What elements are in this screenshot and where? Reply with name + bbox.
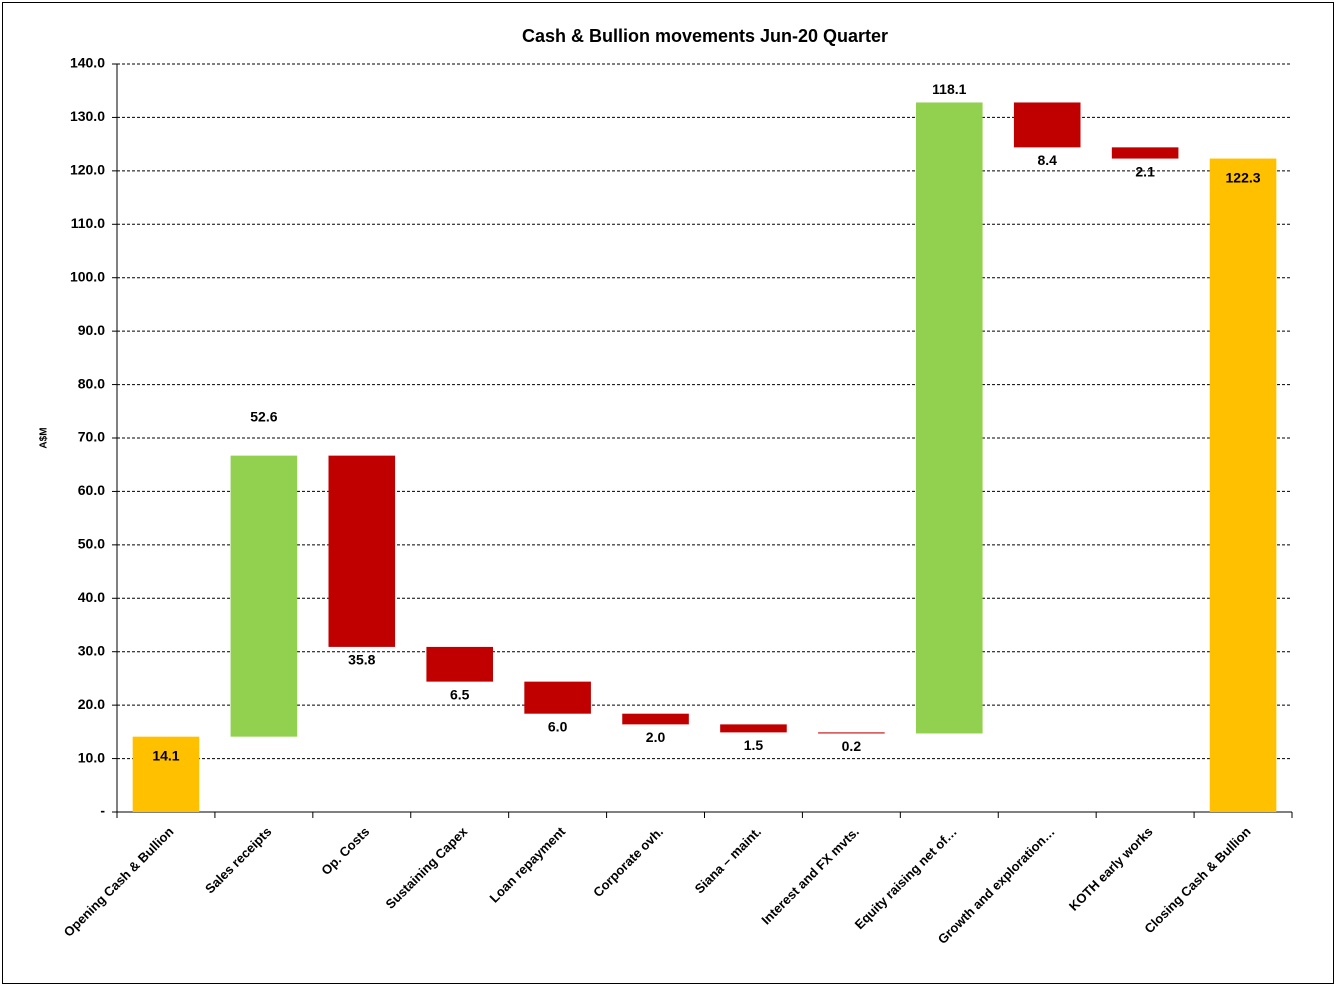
y-tick-label: 130.0 (70, 108, 105, 124)
value-label: 118.1 (932, 81, 966, 97)
bar (1013, 102, 1081, 148)
bar (132, 736, 200, 812)
y-tick-label: 100.0 (70, 268, 105, 284)
y-tick-label: 10.0 (78, 749, 105, 765)
value-label: 8.4 (1037, 152, 1057, 168)
y-axis-label: A$M (39, 427, 50, 448)
y-tick-label: 20.0 (78, 696, 105, 712)
y-tick-label: 110.0 (71, 215, 105, 231)
value-label: 122.3 (1226, 169, 1261, 185)
bar (720, 724, 787, 733)
bar (328, 455, 396, 647)
bar (426, 646, 493, 682)
y-tick-label: 40.0 (78, 589, 105, 605)
value-label: 1.5 (744, 737, 764, 753)
value-label: 0.2 (842, 738, 862, 754)
value-label: 2.1 (1135, 163, 1155, 179)
y-tick-label: 50.0 (78, 536, 105, 552)
value-label: 2.0 (646, 729, 666, 745)
value-label: 35.8 (348, 652, 375, 668)
bar (1111, 147, 1179, 159)
y-tick-label: 70.0 (78, 429, 105, 445)
bar (1209, 158, 1277, 812)
y-tick-label: 120.0 (70, 162, 105, 178)
y-tick-label: 140.0 (70, 55, 105, 71)
chart-title: Cash & Bullion movements Jun-20 Quarter (522, 26, 888, 46)
y-tick-label: 60.0 (78, 482, 105, 498)
bar (916, 102, 983, 734)
y-tick-label: 80.0 (78, 375, 105, 391)
y-tick-label: 90.0 (78, 322, 105, 338)
bar (230, 455, 298, 737)
bar (622, 713, 689, 725)
value-label: 6.0 (548, 718, 568, 734)
bar (524, 681, 591, 714)
y-tick-label: - (100, 803, 105, 819)
value-label: 52.6 (250, 408, 277, 424)
value-label: 14.1 (152, 747, 179, 763)
y-tick-label: 30.0 (78, 642, 105, 658)
value-label: 6.5 (450, 686, 470, 702)
bar (818, 732, 885, 734)
